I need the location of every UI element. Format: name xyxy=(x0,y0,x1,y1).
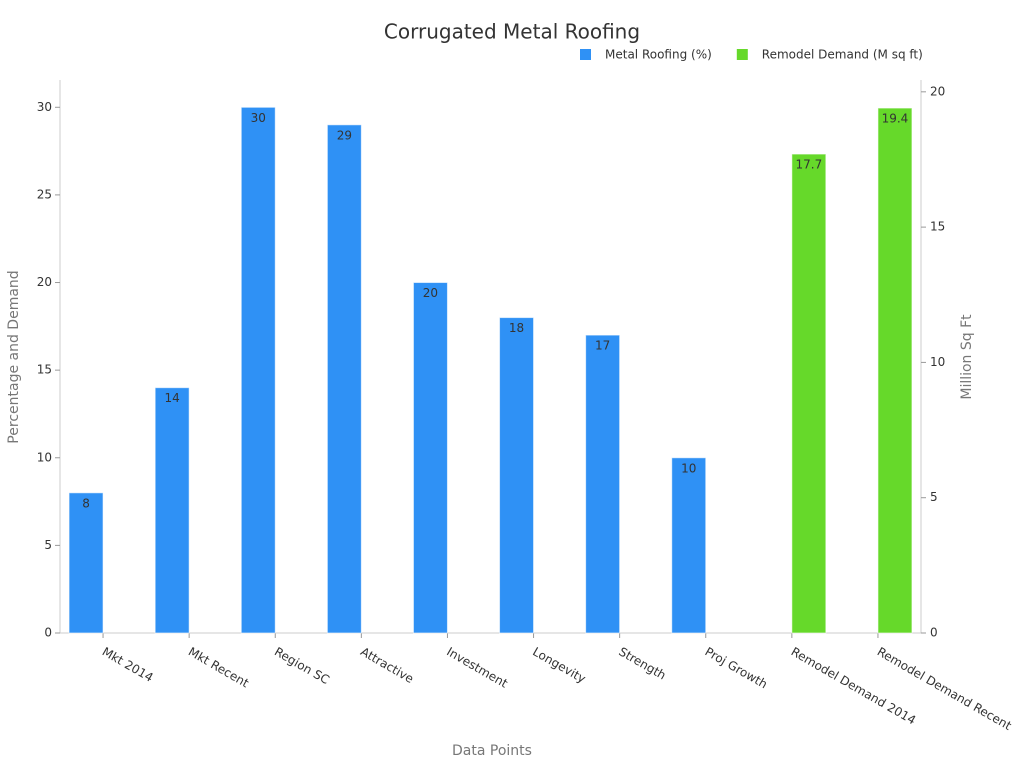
data-label: 8 xyxy=(82,496,90,510)
legend-swatch xyxy=(736,49,748,60)
data-label: 20 xyxy=(423,286,438,300)
x-tick-label: Investment xyxy=(444,645,510,691)
data-label: 14 xyxy=(165,391,180,405)
x-tick-label: Mkt 2014 xyxy=(100,645,156,685)
y-tick-label: 0 xyxy=(44,626,52,640)
y2-axis-label: Million Sq Ft xyxy=(959,314,975,400)
data-label: 19.4 xyxy=(882,112,909,126)
x-tick-label: Strength xyxy=(616,645,668,683)
bar xyxy=(326,124,362,634)
bar xyxy=(499,317,535,634)
y-tick-label: 30 xyxy=(37,100,52,114)
y-axis-label: Percentage and Demand xyxy=(6,270,22,443)
bar xyxy=(791,153,827,634)
y2-tick-label: 15 xyxy=(930,220,945,234)
data-label: 17 xyxy=(595,339,610,353)
x-tick-label: Proj Growth xyxy=(703,645,770,692)
legend-label: Metal Roofing (%) xyxy=(605,48,712,62)
x-tick-label: Mkt Recent xyxy=(186,645,252,691)
y-tick-label: 25 xyxy=(37,187,52,201)
bar xyxy=(154,387,190,634)
bar xyxy=(877,107,913,634)
bar xyxy=(240,106,276,634)
y-tick-label: 20 xyxy=(37,275,52,289)
y2-tick-label: 5 xyxy=(930,490,938,504)
bar xyxy=(68,492,104,634)
data-label: 17.7 xyxy=(795,158,822,172)
x-axis-label: Data Points xyxy=(452,743,532,759)
legend-label: Remodel Demand (M sq ft) xyxy=(762,48,923,62)
chart-title: Corrugated Metal Roofing xyxy=(384,20,640,44)
y2-tick-label: 0 xyxy=(930,626,938,640)
data-label: 10 xyxy=(681,461,696,475)
y2-tick-label: 10 xyxy=(930,355,945,369)
data-label: 18 xyxy=(509,321,524,335)
bar xyxy=(412,282,448,634)
y2-tick-label: 20 xyxy=(930,84,945,98)
x-tick-label: Longevity xyxy=(530,645,588,686)
y-tick-label: 10 xyxy=(37,450,52,464)
x-tick-label: Region SC xyxy=(272,645,332,688)
bar xyxy=(671,457,707,634)
bar xyxy=(585,334,621,634)
legend-swatch xyxy=(580,49,591,60)
x-tick-label: Attractive xyxy=(358,645,416,687)
data-label: 29 xyxy=(337,128,352,142)
y-tick-label: 5 xyxy=(44,538,52,552)
y-tick-label: 15 xyxy=(37,363,52,377)
data-label: 30 xyxy=(251,111,266,125)
x-tick-label: Remodel Demand Recent xyxy=(875,645,1014,734)
